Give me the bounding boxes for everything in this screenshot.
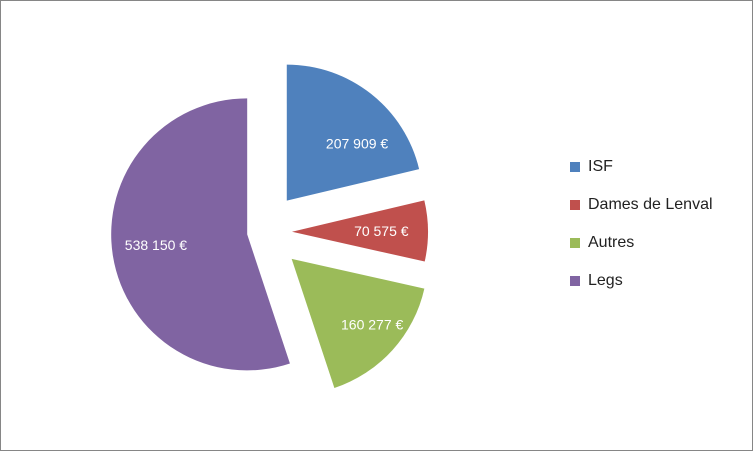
legend-swatch-isf xyxy=(570,161,580,172)
pie-slice-isf xyxy=(286,64,420,201)
data-label-autres: 160 277 € xyxy=(341,316,403,332)
legend-item-dames-de-lenval: Dames de Lenval xyxy=(570,195,713,214)
pie-slice-autres xyxy=(291,258,425,388)
legend-label-autres: Autres xyxy=(588,233,635,251)
data-label-isf: 207 909 € xyxy=(326,135,388,151)
data-label-dames-de-lenval: 70 575 € xyxy=(354,223,409,239)
pie-slice-dames-de-lenval xyxy=(291,200,428,262)
legend-swatch-legs xyxy=(570,275,580,286)
pie-slice-legs xyxy=(111,98,290,371)
legend-swatch-dames-de-lenval xyxy=(570,199,580,210)
data-label-legs: 538 150 € xyxy=(125,237,187,253)
legend-item-legs: Legs xyxy=(570,271,713,290)
legend-label-legs: Legs xyxy=(588,271,623,289)
legend-label-isf: ISF xyxy=(588,157,613,175)
legend-swatch-autres xyxy=(570,237,580,248)
legend-item-isf: ISF xyxy=(570,157,713,176)
legend: ISF Dames de Lenval Autres Legs xyxy=(570,157,713,309)
legend-item-autres: Autres xyxy=(570,233,713,252)
legend-label-dames-de-lenval: Dames de Lenval xyxy=(588,195,713,213)
